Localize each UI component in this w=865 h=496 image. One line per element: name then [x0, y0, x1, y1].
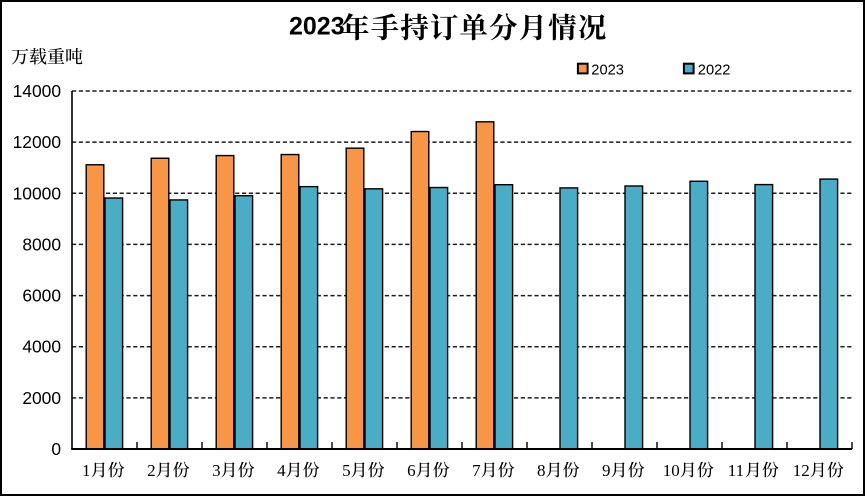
svg-text:2: 2	[147, 461, 156, 480]
svg-text:1: 1	[82, 461, 91, 480]
svg-text:11: 11	[728, 461, 744, 480]
svg-text:9: 9	[602, 461, 611, 480]
svg-text:6000: 6000	[22, 286, 61, 306]
svg-text:2023: 2023	[289, 13, 345, 41]
svg-text:2022: 2022	[698, 62, 731, 78]
svg-text:6: 6	[407, 461, 416, 480]
svg-text:8000: 8000	[22, 234, 61, 254]
svg-text:10000: 10000	[13, 183, 61, 203]
svg-text:3: 3	[212, 461, 221, 480]
svg-text:8: 8	[537, 461, 546, 480]
svg-text:7: 7	[472, 461, 481, 480]
svg-text:4000: 4000	[22, 337, 61, 357]
svg-text:5: 5	[342, 461, 351, 480]
svg-text:2000: 2000	[22, 388, 61, 408]
svg-text:12000: 12000	[13, 132, 61, 152]
svg-text:12: 12	[793, 461, 810, 480]
svg-text:2023: 2023	[591, 62, 624, 78]
svg-text:10: 10	[663, 461, 680, 480]
svg-text:14000: 14000	[13, 81, 61, 101]
svg-text:4: 4	[277, 461, 286, 480]
svg-text:0: 0	[51, 439, 61, 459]
